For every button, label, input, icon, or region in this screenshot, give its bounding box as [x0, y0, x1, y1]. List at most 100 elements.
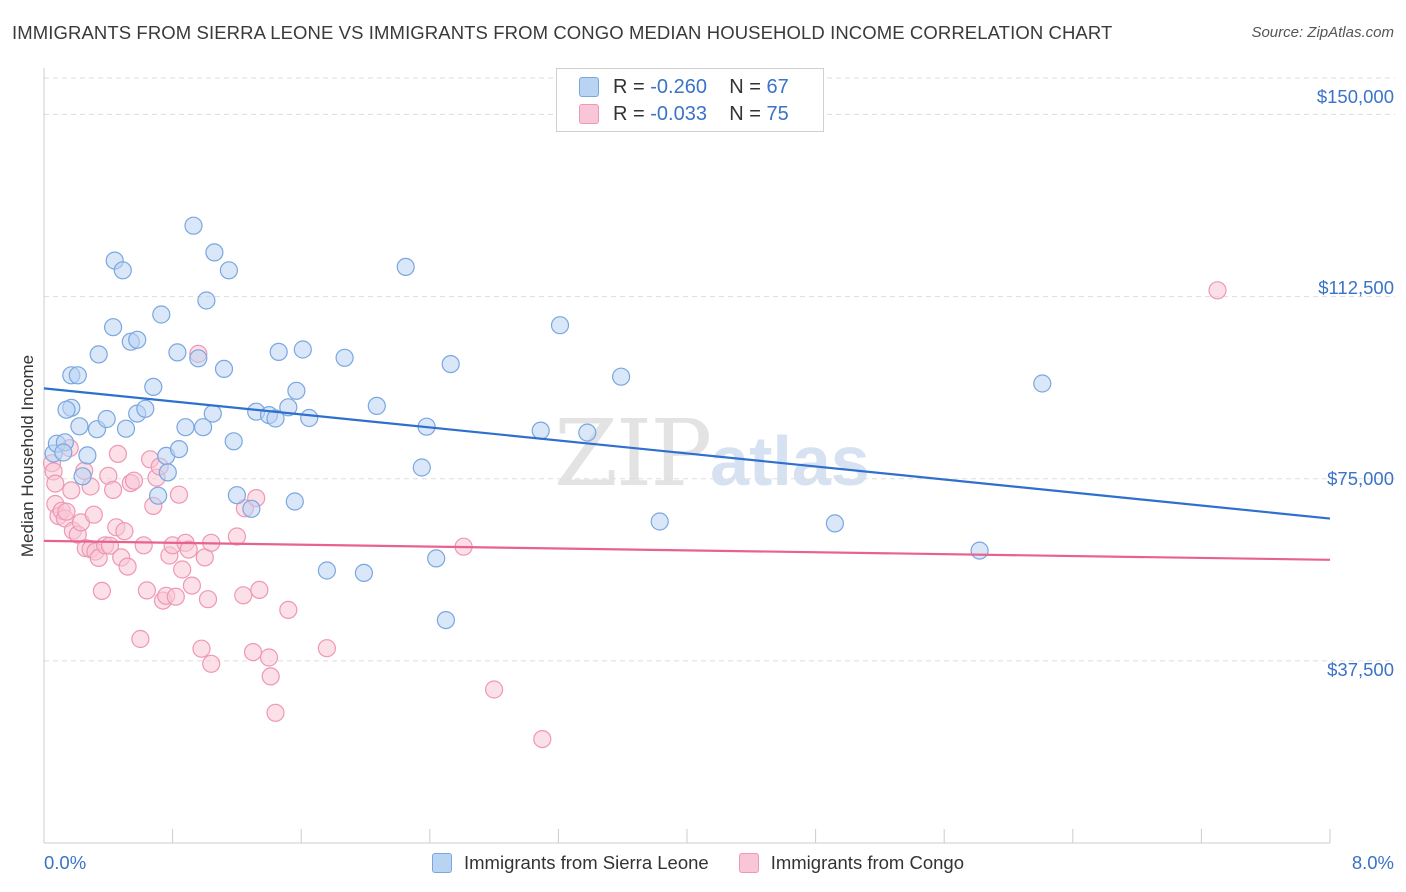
data-point-sierra-leone [219, 261, 238, 280]
data-point-congo [92, 581, 112, 601]
series-legend: Immigrants from Sierra Leone Immigrants … [432, 852, 994, 874]
data-point-congo [131, 629, 150, 649]
data-point-congo [234, 586, 253, 605]
data-point-sierra-leone [287, 381, 306, 400]
data-point-congo [137, 581, 156, 600]
y-tick-label: $37,500 [1327, 659, 1394, 680]
data-point-sierra-leone [214, 359, 234, 378]
data-point-sierra-leone [197, 291, 216, 310]
source-credit: Source: ZipAtlas.com [1251, 24, 1394, 41]
zipatlas-watermark: ZIPatlas [554, 400, 870, 507]
legend-swatch-congo [579, 104, 599, 124]
data-point-sierra-leone [68, 366, 87, 385]
legend-r-value: -0.033 [650, 102, 707, 125]
legend-n-label: N = [729, 102, 761, 125]
y-axis-label: Median Household Income [18, 354, 37, 558]
data-point-sierra-leone [136, 399, 155, 418]
legend-n-value: 75 [766, 102, 789, 125]
data-point-sierra-leone [285, 492, 304, 511]
data-point-sierra-leone [149, 486, 168, 505]
data-point-congo [84, 505, 103, 524]
x-tick-label-max: 8.0% [1351, 852, 1394, 873]
legend-n-value: 67 [766, 75, 789, 98]
data-point-congo [227, 527, 246, 546]
data-point-congo [182, 576, 201, 595]
data-point-congo [173, 560, 192, 579]
data-point-congo [118, 557, 137, 576]
data-point-sierra-leone [128, 330, 147, 349]
chart-title: IMMIGRANTS FROM SIERRA LEONE VS IMMIGRAN… [12, 22, 1113, 43]
data-point-congo [134, 536, 153, 555]
data-point-congo [169, 485, 189, 504]
data-point-congo [57, 502, 76, 521]
y-tick-label: $150,000 [1316, 86, 1394, 107]
data-point-sierra-leone [194, 418, 213, 437]
legend-r-label: R = [613, 75, 645, 98]
data-point-congo [192, 639, 211, 658]
data-point-sierra-leone [1033, 374, 1052, 393]
data-point-sierra-leone [550, 316, 570, 335]
data-point-sierra-leone [227, 486, 246, 505]
data-point-congo [202, 654, 221, 673]
data-point-congo [533, 729, 552, 749]
data-point-congo [250, 580, 269, 600]
data-point-congo [179, 540, 198, 559]
data-point-sierra-leone [54, 443, 73, 462]
data-point-congo [485, 680, 504, 699]
data-point-congo [243, 642, 263, 662]
data-point-sierra-leone [335, 348, 354, 367]
x-tick-label-min: 0.0% [44, 852, 87, 873]
data-point-congo [115, 522, 134, 541]
data-point-congo [46, 474, 65, 493]
correlation-legend: R = -0.260 N = 67 R = -0.033 N = 75 [556, 68, 824, 132]
data-point-sierra-leone [73, 467, 92, 486]
data-point-sierra-leone [611, 367, 631, 386]
data-point-congo [317, 639, 336, 658]
legend-item-congo: Immigrants from Congo [738, 852, 964, 874]
data-point-sierra-leone [168, 343, 187, 362]
legend-n-label: N = [729, 75, 761, 98]
data-point-sierra-leone [279, 398, 298, 417]
data-point-sierra-leone [176, 418, 195, 437]
data-point-sierra-leone [427, 549, 446, 568]
data-point-congo [261, 667, 280, 686]
legend-swatch-sierra-leone [432, 853, 452, 873]
data-point-sierra-leone [317, 561, 336, 580]
data-point-sierra-leone [436, 610, 455, 630]
legend-label-congo: Immigrants from Congo [770, 852, 964, 873]
data-point-sierra-leone [354, 563, 373, 583]
legend-item-sierra-leone: Immigrants from Sierra Leone [432, 852, 709, 874]
data-point-sierra-leone [169, 440, 189, 459]
data-point-sierra-leone [825, 514, 845, 533]
data-point-congo [1208, 281, 1227, 300]
data-point-sierra-leone [184, 216, 203, 235]
data-point-sierra-leone [970, 541, 989, 560]
legend-r-label: R = [613, 102, 645, 125]
data-point-sierra-leone [396, 257, 415, 276]
legend-r-value: -0.260 [650, 75, 707, 98]
data-point-sierra-leone [116, 419, 136, 438]
data-point-sierra-leone [89, 345, 108, 364]
data-point-sierra-leone [242, 499, 261, 518]
data-point-sierra-leone [367, 396, 386, 415]
legend-swatch-sierra-leone [579, 77, 599, 97]
trend-line-sierra-leone [43, 387, 1331, 520]
data-point-sierra-leone [412, 458, 431, 477]
y-tick-label: $75,000 [1327, 468, 1394, 489]
data-point-congo [62, 481, 81, 500]
data-point-sierra-leone [78, 446, 97, 465]
data-point-congo [198, 590, 218, 609]
trend-line-congo [43, 539, 1331, 561]
data-point-sierra-leone [203, 404, 222, 423]
data-point-sierra-leone [70, 417, 89, 436]
data-point-sierra-leone [266, 409, 285, 428]
legend-row-sierra-leone: R = -0.260 N = 67 [579, 75, 789, 99]
data-point-sierra-leone [113, 261, 132, 280]
data-point-congo [108, 444, 128, 463]
data-point-sierra-leone [103, 318, 123, 337]
data-point-sierra-leone [189, 349, 208, 368]
data-point-sierra-leone [531, 421, 550, 440]
data-point-sierra-leone [578, 423, 597, 442]
data-point-congo [266, 703, 285, 722]
data-point-congo [259, 648, 279, 667]
